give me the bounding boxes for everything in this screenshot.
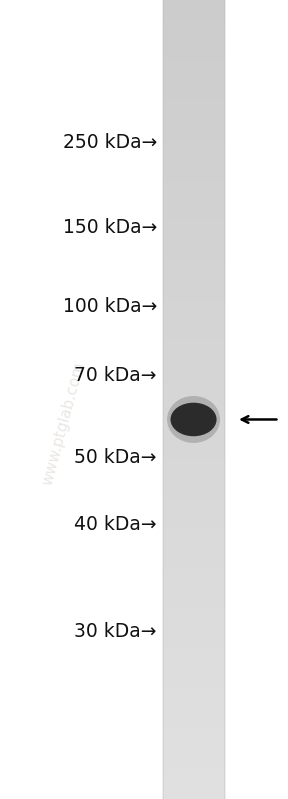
Bar	[163, 729, 225, 739]
Bar	[163, 170, 225, 180]
Bar	[163, 380, 225, 389]
Bar	[163, 479, 225, 489]
Bar	[163, 569, 225, 579]
Bar	[163, 240, 225, 249]
Bar	[163, 90, 225, 100]
Bar	[163, 100, 225, 109]
Bar	[163, 749, 225, 759]
Bar	[163, 309, 225, 320]
Bar	[163, 449, 225, 459]
Bar	[163, 10, 225, 20]
Bar	[163, 659, 225, 670]
Bar	[163, 499, 225, 510]
Bar	[163, 609, 225, 619]
Bar	[163, 409, 225, 419]
Bar	[163, 590, 225, 599]
Bar	[163, 180, 225, 189]
Bar	[163, 369, 225, 380]
Bar	[163, 470, 225, 479]
Bar	[163, 40, 225, 50]
Bar	[163, 360, 225, 369]
Text: 100 kDa→: 100 kDa→	[62, 296, 157, 316]
Text: 30 kDa→: 30 kDa→	[75, 622, 157, 641]
Text: 250 kDa→: 250 kDa→	[62, 133, 157, 152]
Bar	[163, 519, 225, 529]
Bar	[163, 320, 225, 329]
Bar	[163, 0, 225, 10]
Bar	[163, 230, 225, 240]
Bar	[163, 20, 225, 30]
Bar	[163, 350, 225, 360]
Bar	[163, 719, 225, 729]
Bar	[163, 120, 225, 129]
Bar	[163, 270, 225, 280]
Bar	[163, 529, 225, 539]
Bar	[163, 389, 225, 400]
Bar	[163, 699, 225, 710]
Bar	[163, 80, 225, 89]
Bar	[163, 539, 225, 550]
Ellipse shape	[170, 403, 217, 436]
Bar	[163, 579, 225, 590]
Text: www.ptglab.com: www.ptglab.com	[40, 360, 87, 487]
Bar	[163, 129, 225, 140]
Bar	[163, 340, 225, 350]
Bar	[163, 759, 225, 769]
Bar	[163, 599, 225, 609]
Bar	[163, 260, 225, 269]
Bar	[163, 419, 225, 430]
Bar	[163, 249, 225, 260]
Bar	[163, 439, 225, 449]
Bar	[163, 289, 225, 300]
Bar	[163, 140, 225, 150]
Bar	[163, 789, 225, 799]
Bar	[163, 670, 225, 679]
Bar	[163, 559, 225, 569]
Bar	[163, 769, 225, 779]
Bar	[163, 200, 225, 209]
Bar	[163, 220, 225, 230]
Bar	[163, 209, 225, 220]
Bar	[163, 679, 225, 689]
Bar	[163, 639, 225, 649]
Bar	[163, 489, 225, 499]
Bar	[163, 400, 225, 409]
Text: 70 kDa→: 70 kDa→	[75, 366, 157, 385]
Bar	[163, 160, 225, 169]
Bar	[163, 60, 225, 70]
Bar	[163, 50, 225, 60]
Text: 150 kDa→: 150 kDa→	[62, 218, 157, 237]
Bar	[163, 649, 225, 659]
Bar	[163, 30, 225, 40]
Bar	[163, 190, 225, 200]
Bar	[163, 510, 225, 519]
Bar	[163, 280, 225, 289]
Bar	[163, 779, 225, 789]
Bar	[163, 630, 225, 639]
Bar	[163, 459, 225, 470]
Bar	[163, 739, 225, 749]
Text: 40 kDa→: 40 kDa→	[74, 515, 157, 535]
Bar	[163, 430, 225, 439]
Bar	[163, 689, 225, 699]
Bar	[163, 70, 225, 80]
Bar	[163, 619, 225, 630]
Bar	[163, 710, 225, 719]
Bar	[163, 109, 225, 120]
Ellipse shape	[167, 396, 220, 443]
Bar	[163, 550, 225, 559]
Bar	[163, 150, 225, 160]
Bar	[163, 329, 225, 340]
Bar	[163, 300, 225, 309]
Text: 50 kDa→: 50 kDa→	[75, 447, 157, 467]
